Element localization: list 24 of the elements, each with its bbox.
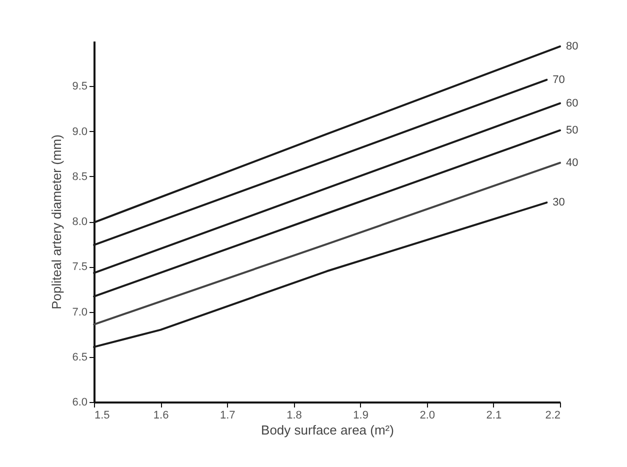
y-axis-title: Popliteal artery diameter (mm): [49, 134, 64, 310]
x-tick-label: 2.1: [486, 410, 502, 422]
y-tick-label: 7.0: [72, 306, 88, 318]
series-label: 40: [566, 156, 578, 169]
y-tick-label: 6.0: [72, 396, 88, 408]
x-tick-label: 2.0: [420, 410, 436, 422]
y-tick-label: 9.0: [72, 126, 88, 138]
y-tick-label: 8.5: [72, 170, 88, 183]
y-tick-label: 9.5: [72, 80, 88, 93]
x-tick-label: 1.7: [220, 410, 236, 422]
series-label: 80: [566, 40, 578, 52]
series-label: 50: [566, 124, 578, 136]
y-tick-label: 8.0: [72, 216, 88, 228]
x-tick-label: 1.6: [153, 410, 169, 422]
x-axis-title: Body surface area (m²): [261, 422, 394, 438]
series-label: 70: [552, 74, 565, 86]
x-tick-label: 1.5: [94, 410, 110, 422]
series-label: 30: [552, 196, 565, 209]
x-tick-label: 1.8: [286, 410, 302, 422]
y-tick-label: 6.5: [72, 351, 88, 364]
y-tick-label: 7.5: [72, 261, 88, 274]
x-tick-label: 1.9: [353, 410, 368, 422]
x-tick-label: 2.2: [545, 410, 560, 422]
series-label: 60: [566, 97, 578, 110]
